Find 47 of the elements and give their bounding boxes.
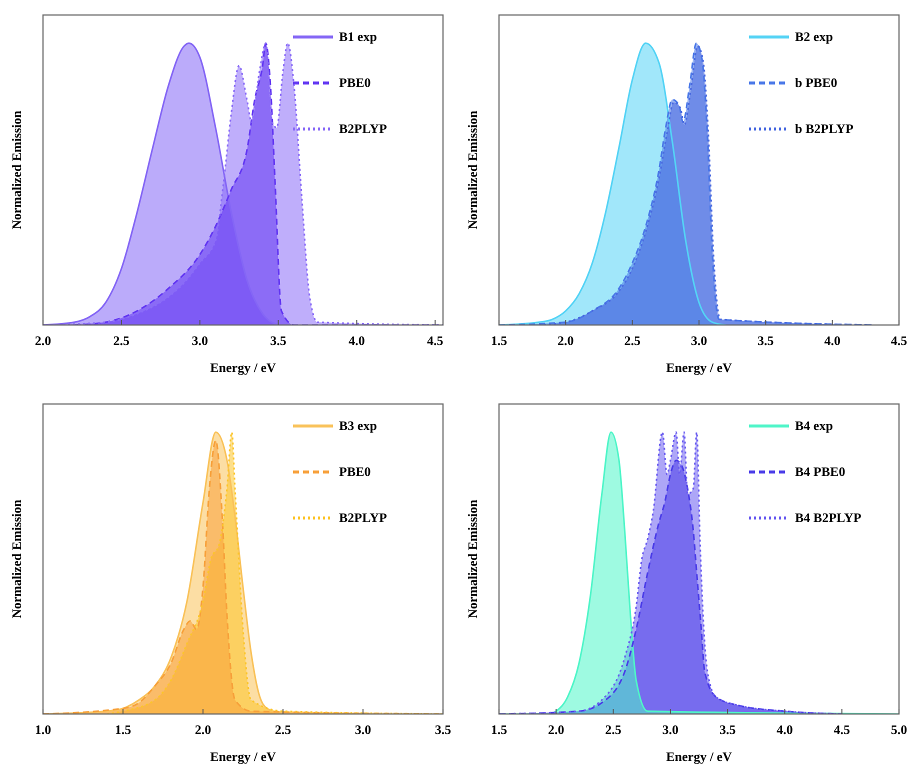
x-tick-label: 2.0 [558, 333, 574, 348]
x-tick-label: 4.5 [427, 333, 444, 348]
legend-label: PBE0 [339, 75, 371, 90]
legend-label: B2 exp [795, 29, 833, 44]
legend-label: B4 PBE0 [795, 464, 846, 479]
x-tick-label: 4.5 [834, 722, 850, 737]
x-tick-label: 1.5 [114, 722, 132, 737]
x-tick-label: 1.5 [490, 333, 508, 348]
x-tick-label: 3.0 [192, 333, 208, 348]
x-tick-label: 2.0 [34, 333, 52, 348]
x-axis-title: Energy / eV [210, 749, 276, 764]
x-tick-label: 3.5 [758, 333, 774, 348]
y-axis-title: Normalized Emission [9, 110, 24, 230]
x-tick-label: 3.0 [662, 722, 679, 737]
legend-label: B1 exp [339, 29, 377, 44]
legend-label: B4 exp [795, 418, 833, 433]
legend-label: B4 B2PLYP [795, 510, 862, 525]
x-tick-label: 4.0 [776, 722, 793, 737]
y-axis-title: Normalized Emission [9, 498, 24, 618]
legend-label: B3 exp [339, 418, 377, 433]
x-axis-title: Energy / eV [666, 360, 732, 375]
x-tick-label: 1.0 [34, 722, 52, 737]
legend-label: b B2PLYP [795, 121, 854, 136]
y-axis-title: Normalized Emission [465, 110, 480, 230]
x-tick-label: 2.5 [624, 333, 641, 348]
x-tick-label: 3.0 [690, 333, 708, 348]
legend-label: PBE0 [339, 464, 371, 479]
x-tick-label: 4.0 [824, 333, 840, 348]
legend-label: B2PLYP [339, 121, 387, 136]
x-tick-label: 2.0 [548, 722, 564, 737]
y-axis-title: Normalized Emission [465, 498, 480, 618]
x-tick-label: 2.5 [274, 722, 292, 737]
x-tick-label: 3.0 [354, 722, 372, 737]
x-tick-label: 4.5 [890, 333, 908, 348]
legend-label: b PBE0 [795, 75, 838, 90]
x-tick-label: 5.0 [890, 722, 908, 737]
x-tick-label: 2.0 [194, 722, 212, 737]
x-axis-title: Energy / eV [666, 749, 732, 764]
x-tick-label: 3.5 [270, 333, 287, 348]
x-axis-title: Energy / eV [210, 360, 276, 375]
x-tick-label: 1.5 [490, 722, 508, 737]
x-tick-label: 2.5 [605, 722, 622, 737]
x-tick-label: 3.5 [719, 722, 736, 737]
x-tick-label: 2.5 [113, 333, 130, 348]
x-tick-label: 4.0 [348, 333, 365, 348]
x-tick-label: 3.5 [434, 722, 452, 737]
legend-label: B2PLYP [339, 510, 387, 525]
